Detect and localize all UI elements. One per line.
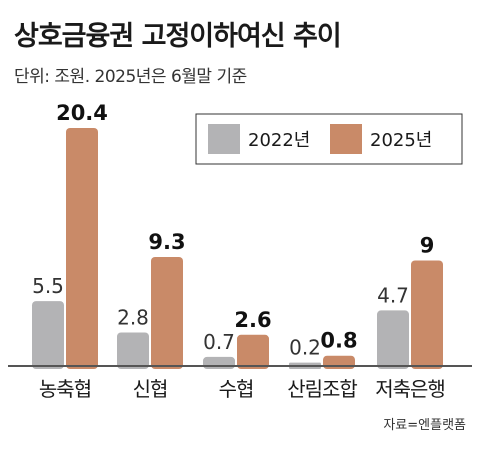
legend-label-2022: 2022년 [248,130,310,151]
category-label-3: 수협 [219,377,254,401]
bar-2022-2 [117,332,149,369]
value-label-2022-3: 0.7 [203,330,235,354]
bar-2022-5 [377,310,409,369]
bar-2022-3 [203,356,235,369]
category-label-4: 산림조합 [287,377,357,401]
value-label-2022-5: 4.7 [377,283,409,307]
bar-2025-5 [411,260,443,369]
chart-subtitle: 단위: 조원. 2025년은 6월말 기준 [14,67,247,87]
category-labels-group: 농축협 신협 수협 산림조합 저축은행 [39,377,446,401]
legend-frame [195,113,463,165]
chart-title: 상호금융권 고정이하여신 추이 [14,21,342,52]
bar-2025-1 [66,128,98,369]
value-labels-group: 5.5 20.4 2.8 9.3 0.72.6 0.2 0.8 4.7 9 [32,101,434,360]
value-label-2025-1: 20.4 [56,101,108,125]
value-label-2025-4: 0.8 [320,329,357,353]
bar-2022-1 [32,301,64,369]
legend: 2022년 2025년 [195,113,463,165]
value-label-2025-2: 9.3 [148,230,185,254]
value-label-2022-2: 2.8 [117,305,149,329]
bar-2025-4 [323,355,355,369]
bar-2025-3 [237,334,269,369]
legend-swatch-2025 [330,124,362,154]
category-label-2: 신협 [133,377,168,401]
legend-swatch-2022 [208,124,240,154]
value-label-2025-3: 2.6 [234,308,271,332]
value-label-2022-1: 5.5 [32,274,64,298]
category-label-5: 저축은행 [375,377,445,401]
source-note: 자료=엔플랫폼 [383,418,466,433]
bar-2025-2 [151,256,183,369]
value-label-2022-4: 0.2 [289,336,321,360]
category-label-1: 농축협 [39,377,91,401]
bars-group [32,128,443,369]
value-label-2025-5: 9 [420,233,435,257]
legend-label-2025: 2025년 [370,130,432,151]
